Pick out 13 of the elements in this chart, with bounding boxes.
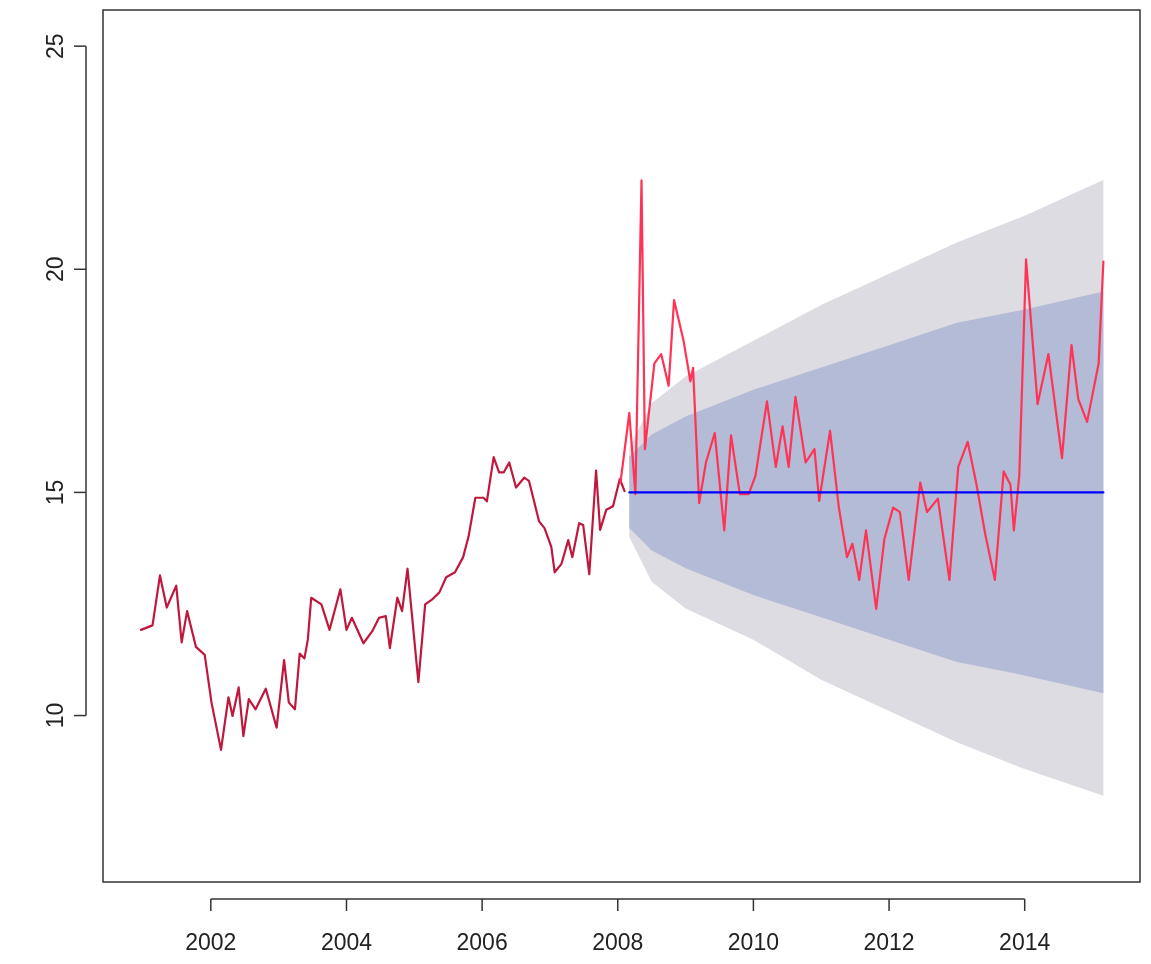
x-tick-label: 2008	[592, 929, 644, 955]
y-tick-label: 25	[42, 33, 68, 59]
x-tick-label: 2006	[456, 929, 508, 955]
line-series	[619, 179, 1105, 610]
x-tick-label: 2004	[320, 929, 373, 955]
x-tick-label: 2012	[863, 929, 915, 955]
x-tick-label: 2014	[999, 929, 1051, 955]
y-tick-label: 15	[42, 479, 68, 506]
y-tick-label: 20	[42, 256, 68, 283]
x-tick-label: 2002	[185, 929, 237, 955]
x-tick-label: 2010	[727, 929, 779, 955]
line-series	[139, 456, 626, 752]
y-tick-label: 10	[42, 702, 68, 729]
